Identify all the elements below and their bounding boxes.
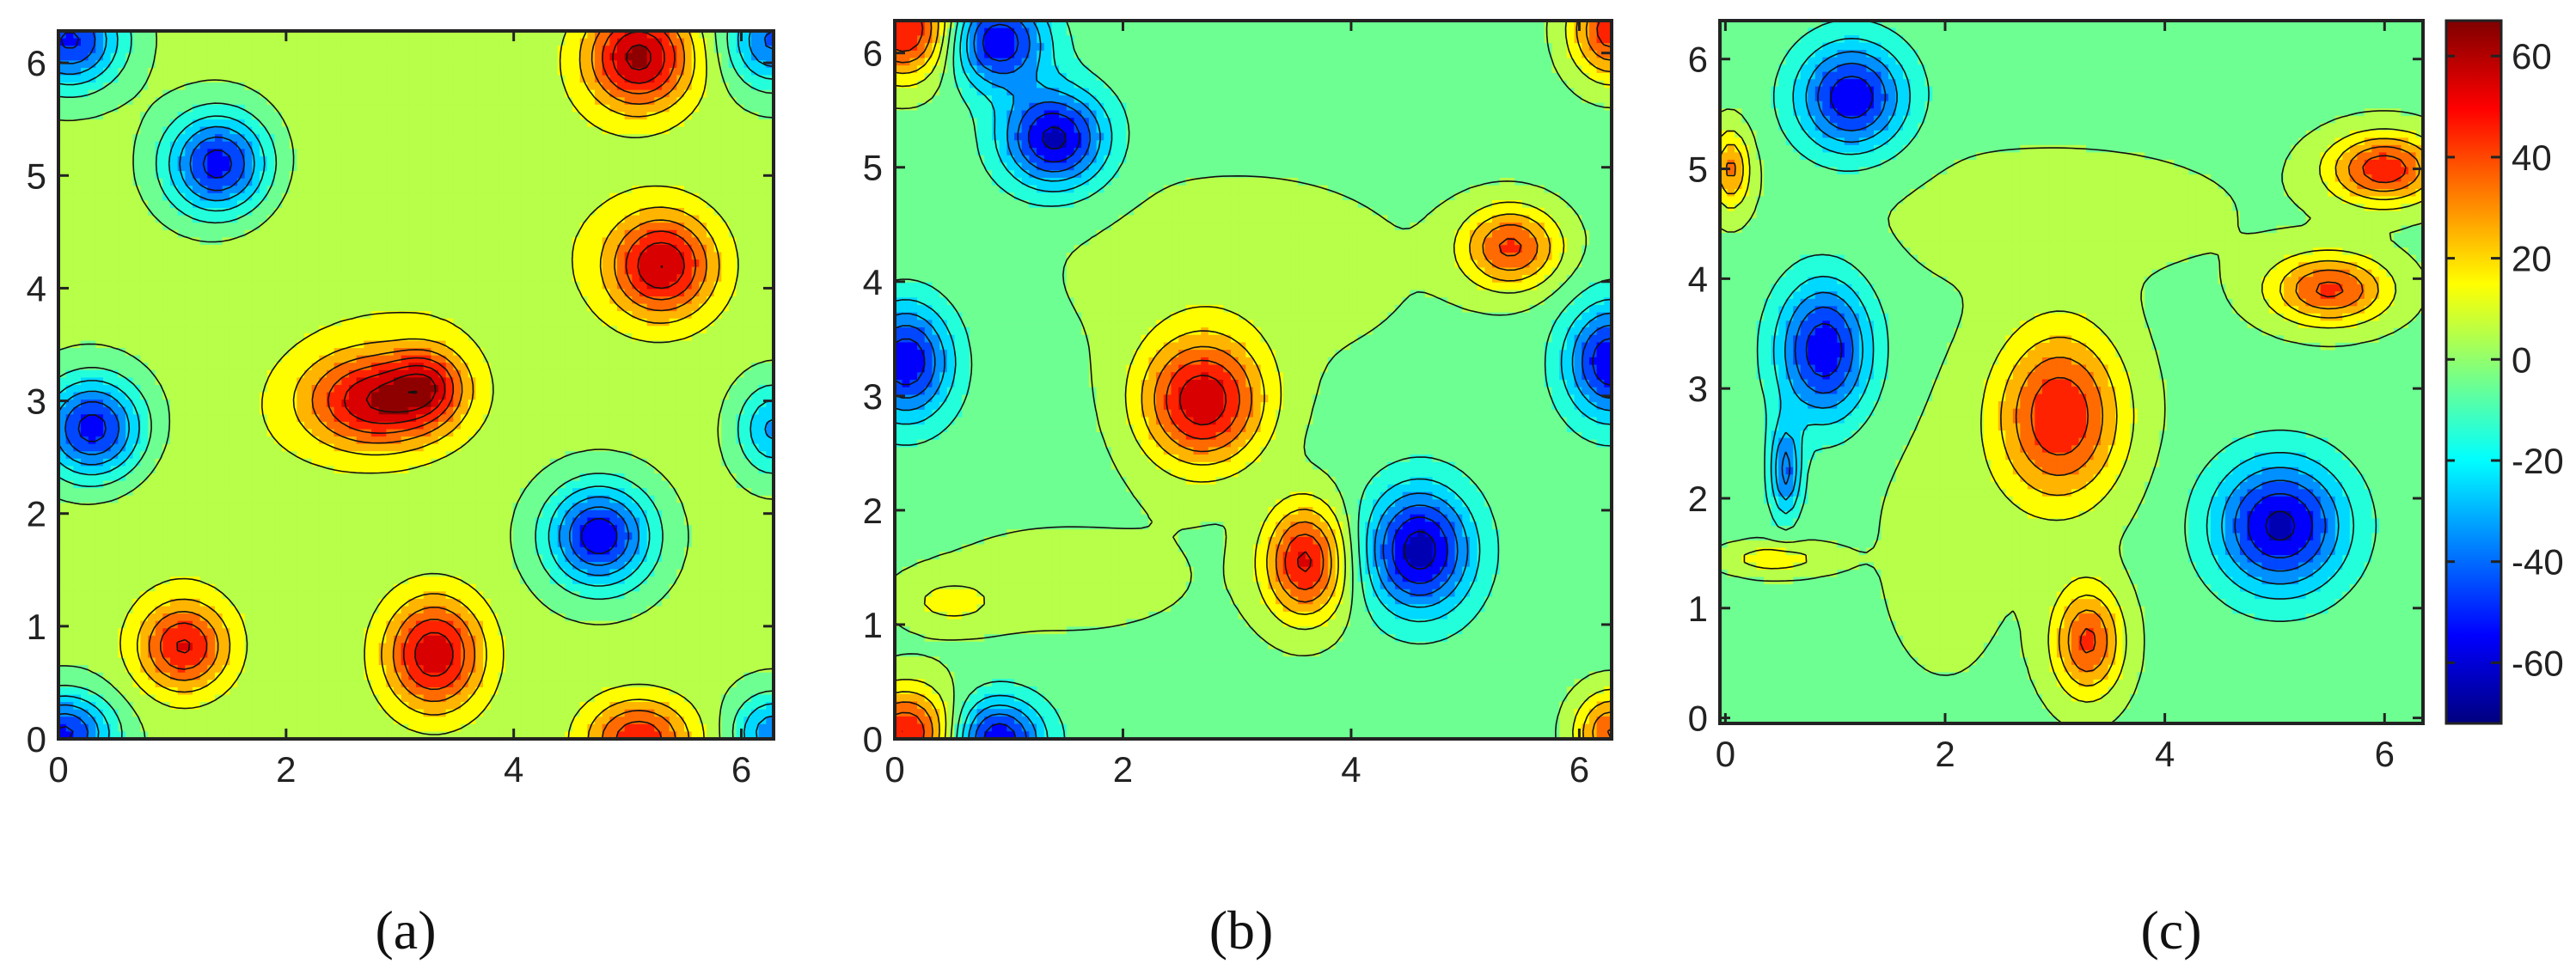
x-tick-label: 6 [2375,734,2395,774]
axes-box [1718,19,2425,725]
contour-lines [1720,21,2423,723]
y-tick-label: 4 [27,268,46,308]
colorbar-tick-label: 20 [2512,239,2552,279]
y-tick-label: 2 [863,491,883,531]
y-tick-label: 5 [863,148,883,188]
x-tick-label: 4 [2155,734,2175,774]
y-tick-label: 1 [863,605,883,645]
contour-lines [895,21,1612,739]
contour-panel-b: 0 2 4 6 0 1 2 3 4 5 6 [863,19,1613,790]
x-tick-label: 6 [731,749,751,790]
y-tick-label: 5 [1688,149,1708,190]
caption-c: (c) [2140,900,2201,961]
y-tick-label: 0 [863,719,883,760]
x-tick-label: 0 [48,749,68,790]
y-tick-label: 3 [863,376,883,417]
contour-panel-c: 0 2 4 6 0 1 2 3 4 5 6 [1688,19,2425,774]
contour-panel-a: 0 2 4 6 0 1 2 3 4 5 6 [27,29,775,790]
contour-fill [895,21,1612,739]
y-tick-label: 5 [27,156,46,196]
colorbar: 60 40 20 0 -20 -40 -60 [2444,19,2564,725]
y-tick-label: 1 [27,607,46,647]
x-tick-label: 0 [1716,734,1735,774]
y-tick-label: 3 [1688,369,1708,409]
caption-b: (b) [1209,900,1274,961]
colorbar-tick-label: -40 [2512,542,2564,583]
x-tick-label: 4 [504,749,523,790]
axes-box [57,29,775,741]
contour-fill [58,31,774,739]
x-tick-label: 2 [1113,749,1133,790]
y-tick-label: 3 [27,381,46,422]
colorbar-tick-label: 60 [2512,36,2552,76]
colorbar-gradient [2446,21,2501,723]
y-tick-label: 0 [27,719,46,760]
x-tick-label: 0 [884,749,904,790]
x-tick-label: 2 [276,749,296,790]
caption-a: (a) [375,900,436,961]
y-tick-label: 6 [1688,40,1708,80]
y-tick-label: 6 [27,43,46,83]
axes-box [893,19,1613,741]
y-tick-label: 1 [1688,589,1708,629]
colorbar-tick-label: 0 [2512,339,2531,380]
y-tick-label: 4 [863,262,883,302]
y-tick-label: 2 [27,494,46,534]
x-tick-label: 4 [1341,749,1361,790]
y-tick-label: 2 [1688,479,1708,519]
contour-lines [58,31,774,739]
colorbar-tick-label: -20 [2512,441,2564,481]
colorbar-tick-label: 40 [2512,137,2552,178]
x-tick-label: 6 [1569,749,1589,790]
y-tick-label: 4 [1688,259,1708,299]
y-tick-label: 0 [1688,699,1708,739]
x-tick-label: 2 [1935,734,1955,774]
contour-fill [1720,21,2423,723]
y-tick-label: 6 [863,34,883,74]
colorbar-tick-label: -60 [2512,643,2564,683]
